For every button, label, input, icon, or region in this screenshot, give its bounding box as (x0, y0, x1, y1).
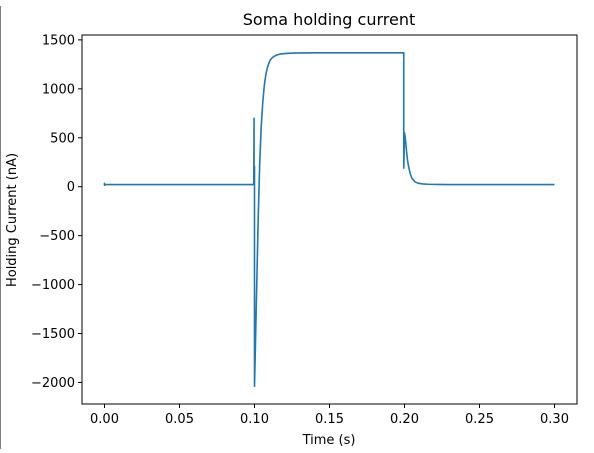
y-tick-label: 0 (67, 180, 75, 195)
y-tick-label: −2000 (31, 376, 75, 391)
x-axis-ticks: 0.00 0.05 0.10 0.15 0.20 0.25 0.30 (90, 404, 569, 427)
series-line (103, 52, 555, 388)
x-axis-label: Time (s) (302, 433, 356, 448)
plot-area (103, 52, 555, 388)
x-tick-label: 0.10 (240, 412, 269, 427)
y-axis-label: Holding Current (nA) (5, 153, 20, 287)
y-tick-label: −1000 (31, 278, 75, 293)
plot-frame (81, 34, 578, 405)
y-tick-label: −1500 (31, 327, 75, 342)
y-tick-label: 1500 (42, 33, 75, 48)
chart-title: Soma holding current (243, 10, 416, 29)
y-tick-label: 500 (50, 131, 75, 146)
y-tick-label: 1000 (42, 82, 75, 97)
x-tick-label: 0.30 (540, 412, 569, 427)
x-tick-label: 0.00 (90, 412, 119, 427)
x-tick-label: 0.25 (465, 412, 494, 427)
window-edge-line (0, 6, 1, 449)
x-tick-label: 0.05 (165, 412, 194, 427)
y-axis-ticks: −2000 −1500 −1000 −500 0 500 1000 1500 (31, 33, 82, 391)
x-tick-label: 0.15 (315, 412, 344, 427)
y-tick-label: −500 (39, 229, 75, 244)
x-tick-label: 0.20 (390, 412, 419, 427)
